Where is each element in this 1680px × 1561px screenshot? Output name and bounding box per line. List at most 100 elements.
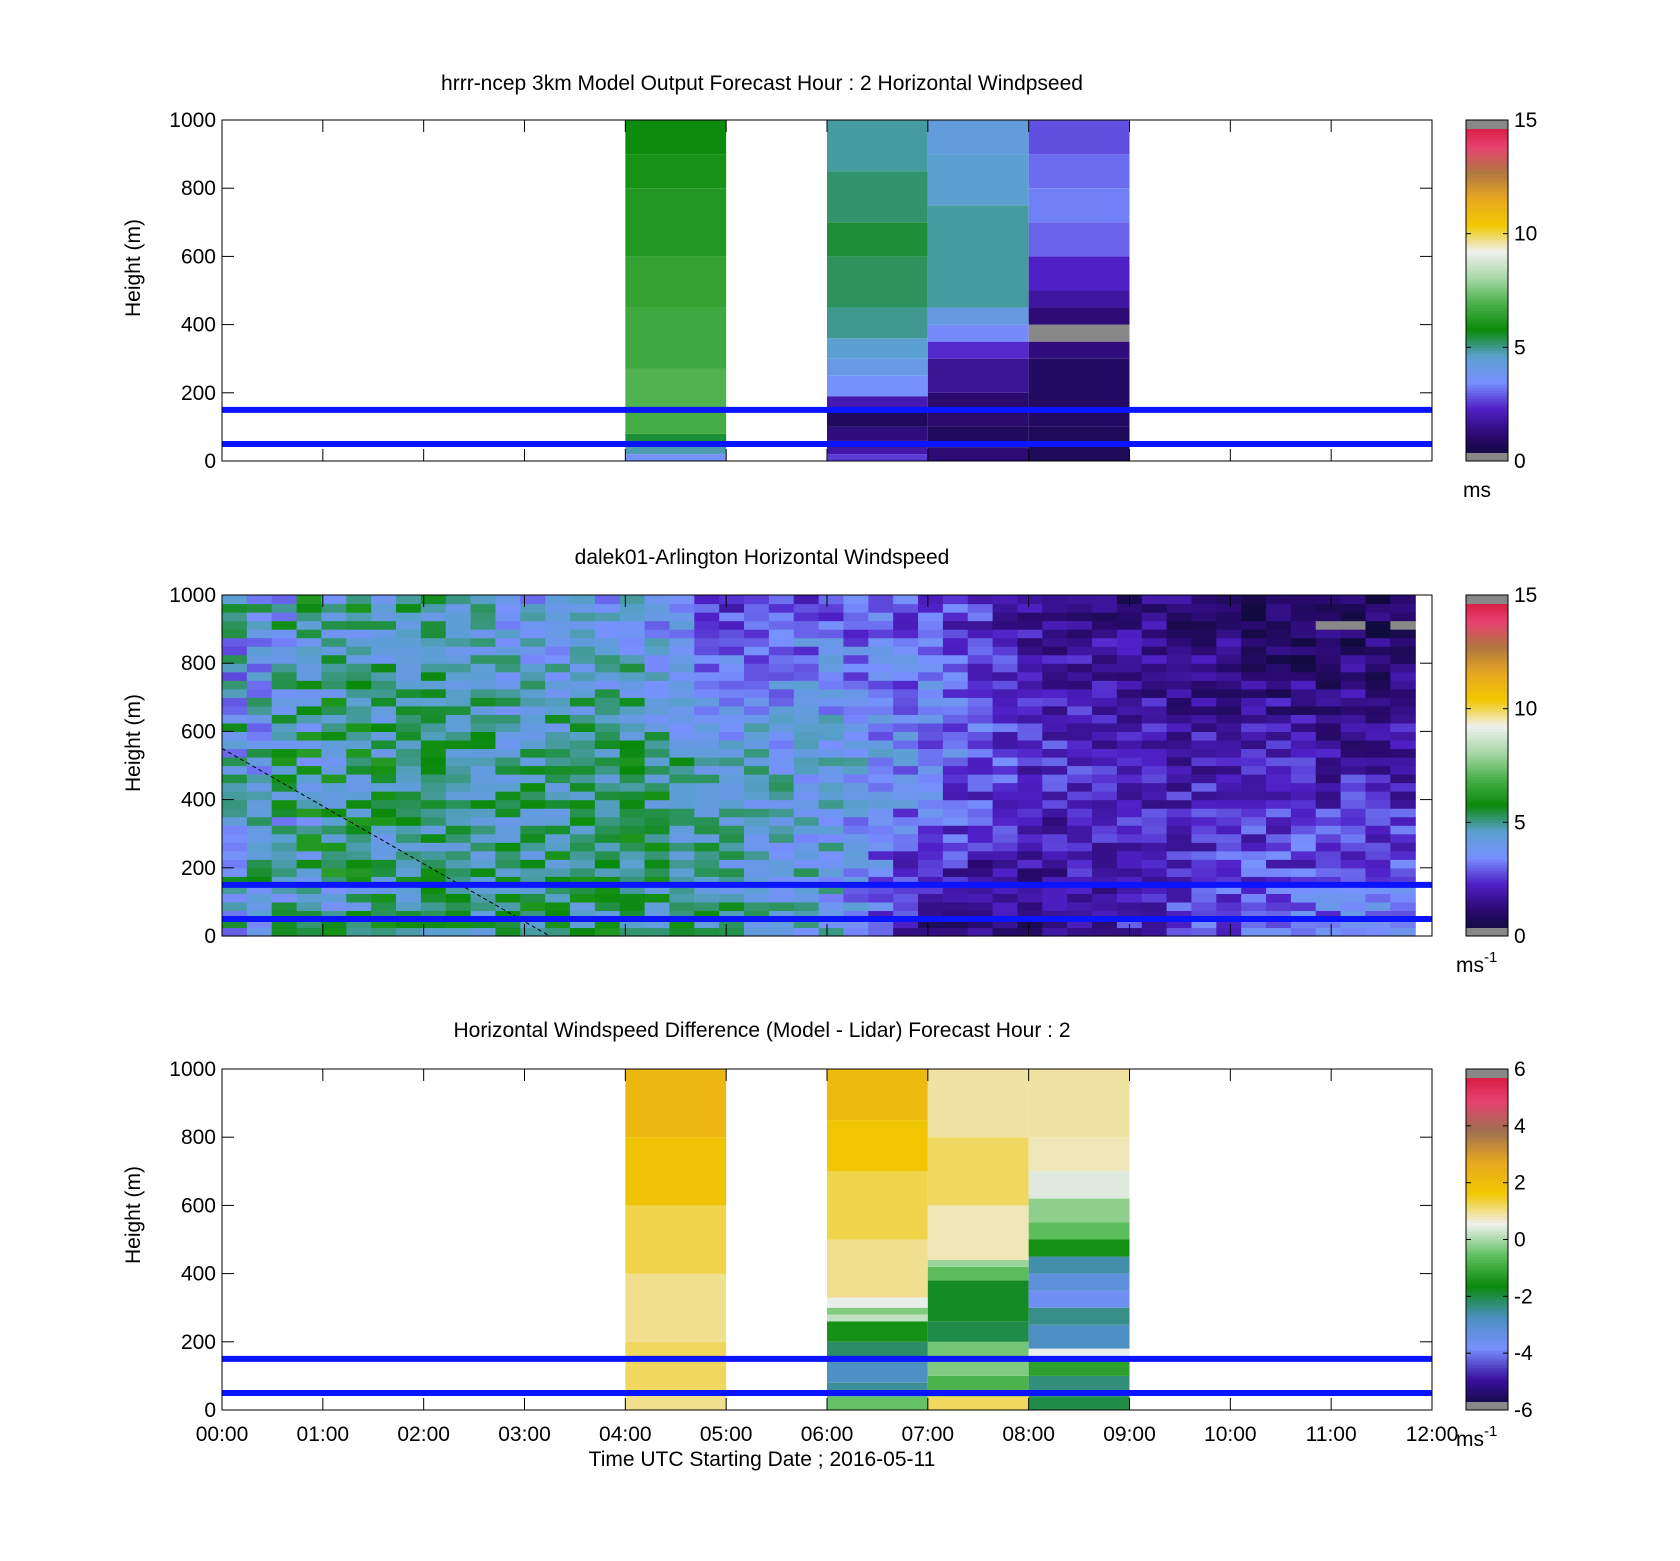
data-cell xyxy=(1028,1273,1130,1291)
data-cell xyxy=(625,154,727,189)
data-cell xyxy=(1315,612,1342,622)
data-cell xyxy=(793,680,820,690)
data-cell xyxy=(1166,910,1193,920)
data-cell xyxy=(669,918,695,929)
data-cell xyxy=(545,705,571,715)
data-cell xyxy=(967,893,994,903)
colorbar-segment xyxy=(1466,816,1508,820)
data-cell xyxy=(594,808,621,818)
data-cell xyxy=(1116,808,1143,818)
data-cell xyxy=(445,842,472,852)
data-cell xyxy=(371,901,397,912)
data-cell xyxy=(346,893,372,903)
data-cell xyxy=(967,765,994,775)
data-cell xyxy=(619,876,646,886)
data-cell xyxy=(719,876,745,886)
data-cell xyxy=(594,765,621,775)
data-cell xyxy=(719,646,745,656)
data-cell xyxy=(1290,697,1317,707)
data-cell xyxy=(669,825,695,835)
data-cell xyxy=(222,825,248,835)
data-cell xyxy=(719,739,745,750)
data-cell xyxy=(1141,756,1168,767)
colorbar-segment xyxy=(1466,828,1508,832)
data-cell xyxy=(918,808,944,818)
data-cell xyxy=(744,918,770,929)
y-tick-label: 1000 xyxy=(169,109,216,132)
data-cell xyxy=(594,825,621,835)
colorbar-segment xyxy=(1466,839,1508,843)
data-cell xyxy=(1042,833,1068,843)
colorbar-segment xyxy=(1466,455,1508,459)
data-cell xyxy=(1166,825,1193,835)
data-cell xyxy=(1166,748,1193,758)
data-cell xyxy=(346,612,372,622)
data-cell xyxy=(495,850,521,860)
data-cell xyxy=(644,876,671,886)
data-cell xyxy=(1290,620,1317,630)
data-cell xyxy=(827,409,928,427)
data-cell xyxy=(719,748,745,758)
data-cell xyxy=(296,722,323,732)
data-cell xyxy=(818,893,845,903)
data-cell xyxy=(918,774,944,784)
data-cell xyxy=(768,620,795,630)
data-cell xyxy=(396,671,422,681)
data-cell xyxy=(992,705,1019,715)
data-cell xyxy=(445,705,472,715)
data-cell xyxy=(1042,774,1068,784)
colorbar-segment xyxy=(1466,810,1508,815)
data-cell xyxy=(545,876,571,886)
colorbar-segment xyxy=(1466,754,1508,758)
data-cell xyxy=(719,680,745,690)
data-cell xyxy=(868,774,894,784)
data-cell xyxy=(744,595,770,605)
data-cell xyxy=(625,409,727,434)
data-cell xyxy=(868,714,894,724)
data-cell xyxy=(1241,646,1267,656)
data-cell xyxy=(371,756,397,767)
data-cell xyxy=(1017,663,1043,673)
data-cell xyxy=(694,739,720,750)
data-cell xyxy=(719,850,745,860)
data-cell xyxy=(296,629,323,639)
data-cell xyxy=(1042,697,1068,707)
data-cell xyxy=(768,782,795,792)
data-cell xyxy=(1216,731,1242,741)
colorbar-segment xyxy=(1466,1279,1508,1283)
data-cell xyxy=(768,688,795,698)
data-cell xyxy=(1340,918,1367,929)
data-cell xyxy=(1390,697,1416,707)
data-cell xyxy=(296,603,323,613)
data-cell xyxy=(1042,663,1068,673)
data-cell xyxy=(927,358,1029,393)
data-cell xyxy=(1166,603,1193,613)
data-cell xyxy=(445,671,472,681)
data-cell xyxy=(744,663,770,673)
colorbar-segment xyxy=(1466,372,1508,377)
data-cell xyxy=(371,612,397,622)
data-cell xyxy=(619,603,646,613)
data-cell xyxy=(918,620,944,630)
data-cell xyxy=(1315,756,1342,767)
data-cell xyxy=(296,867,323,877)
colorbar-segment xyxy=(1466,389,1508,394)
data-cell xyxy=(470,612,497,622)
data-cell xyxy=(827,338,928,359)
data-cell xyxy=(321,629,347,639)
colorbar-segment xyxy=(1466,1293,1508,1297)
data-cell xyxy=(918,850,944,860)
data-cell xyxy=(992,663,1019,673)
data-cell xyxy=(918,901,944,912)
data-cell xyxy=(371,629,397,639)
data-cell xyxy=(420,774,447,784)
data-cell xyxy=(495,688,521,698)
data-cell xyxy=(893,876,919,886)
data-cell xyxy=(619,595,646,605)
data-cell xyxy=(868,816,894,826)
data-cell xyxy=(644,629,671,639)
data-cell xyxy=(967,918,994,929)
data-cell xyxy=(445,808,472,818)
data-cell xyxy=(1340,808,1367,818)
